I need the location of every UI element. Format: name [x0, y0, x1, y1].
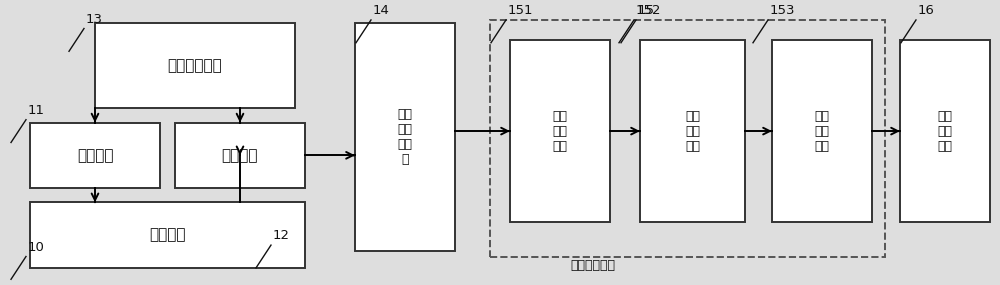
Bar: [772, 40, 872, 222]
Text: 152: 152: [636, 4, 662, 17]
Bar: [175, 123, 305, 188]
Text: 接收电路: 接收电路: [222, 148, 258, 163]
Text: 延时
取值
模块: 延时 取值 模块: [552, 110, 568, 152]
Text: 波束合成模块: 波束合成模块: [570, 259, 615, 272]
Text: 放大
及采
样模
块: 放大 及采 样模 块: [398, 108, 413, 166]
Bar: [30, 202, 305, 268]
Text: 12: 12: [273, 229, 290, 242]
Text: 11: 11: [28, 104, 45, 117]
Text: 发射电路: 发射电路: [77, 148, 113, 163]
Text: 13: 13: [86, 13, 103, 26]
Text: 孔径
补偿
模块: 孔径 补偿 模块: [815, 110, 830, 152]
Text: 14: 14: [373, 4, 390, 17]
Text: 151: 151: [508, 4, 534, 17]
Text: 信号
处理
模块: 信号 处理 模块: [938, 110, 953, 152]
Bar: [30, 123, 160, 188]
Bar: [355, 23, 455, 251]
Bar: [640, 40, 745, 222]
Bar: [490, 20, 885, 256]
Text: 153: 153: [770, 4, 796, 17]
Bar: [900, 40, 990, 222]
Text: 10: 10: [28, 241, 45, 254]
Text: 15: 15: [638, 4, 655, 17]
Text: 延时控制装置: 延时控制装置: [168, 58, 222, 73]
Text: 凸阵探头: 凸阵探头: [149, 228, 186, 243]
Bar: [510, 40, 610, 222]
Text: 16: 16: [918, 4, 935, 17]
Text: 变迹
加权
模块: 变迹 加权 模块: [685, 110, 700, 152]
Bar: [95, 23, 295, 108]
